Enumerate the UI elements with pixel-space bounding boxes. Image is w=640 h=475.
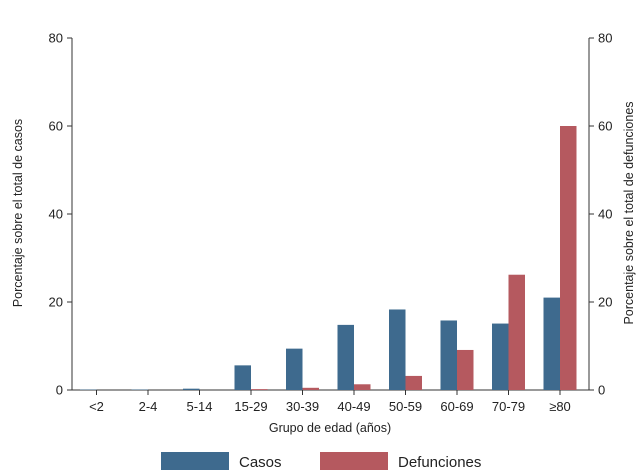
x-tick-label: 70-79 (492, 399, 525, 414)
legend-label-1: Defunciones (398, 454, 481, 470)
legend-swatch-1 (320, 452, 388, 470)
y-tick-label-right: 80 (598, 31, 612, 46)
y-tick-label-left: 80 (49, 31, 63, 46)
x-tick-label: <2 (89, 399, 104, 414)
bar-casos-9 (544, 298, 561, 390)
bar-casos-2 (183, 389, 200, 390)
y-tick-label-right: 20 (598, 295, 612, 310)
bar-defunciones-7 (457, 350, 474, 390)
bar-defunciones-5 (354, 384, 371, 390)
right-y-axis-ticks: 0 20 40 60 80 (589, 31, 612, 398)
x-tick-label: 60-69 (440, 399, 473, 414)
legend: Casos Defunciones (161, 452, 481, 470)
bar-casos-8 (492, 324, 509, 390)
bar-defunciones-8 (509, 275, 526, 390)
y-tick-label-right: 0 (598, 383, 605, 398)
y-axis-left-title: Porcentaje sobre el total de casos (11, 119, 25, 307)
x-tick-label: 30-39 (286, 399, 319, 414)
bar-defunciones-6 (406, 376, 423, 390)
bar-casos-6 (389, 309, 406, 390)
legend-swatch-0 (161, 452, 229, 470)
x-tick-label: 50-59 (389, 399, 422, 414)
bar-defunciones-3 (251, 389, 268, 390)
x-axis-title: Grupo de edad (años) (269, 421, 391, 435)
x-tick-label: 15-29 (234, 399, 267, 414)
bar-casos-7 (441, 320, 458, 390)
x-axis-ticks: <2 2-4 5-14 15-29 30-39 40-49 50-59 60-69 70-79 ≥… (89, 390, 571, 414)
left-y-axis-ticks: 0 20 40 60 80 (49, 31, 72, 398)
x-tick-label: 40-49 (337, 399, 370, 414)
y-axis-right-title: Porcentaje sobre el total de defunciones (622, 101, 636, 324)
y-tick-label-left: 0 (56, 383, 63, 398)
y-tick-label-left: 40 (49, 207, 63, 222)
bars-group (80, 126, 577, 390)
y-tick-label-right: 40 (598, 207, 612, 222)
x-tick-label: 5-14 (186, 399, 212, 414)
bar-casos-5 (338, 325, 355, 390)
bar-casos-3 (235, 365, 252, 390)
legend-label-0: Casos (239, 454, 282, 470)
x-tick-label: ≥80 (549, 399, 571, 414)
y-tick-label-left: 60 (49, 119, 63, 134)
x-tick-label: 2-4 (139, 399, 158, 414)
y-tick-label-right: 60 (598, 119, 612, 134)
bar-defunciones-9 (560, 126, 577, 390)
bar-defunciones-4 (303, 388, 320, 390)
bar-casos-4 (286, 349, 303, 390)
y-tick-label-left: 20 (49, 295, 63, 310)
